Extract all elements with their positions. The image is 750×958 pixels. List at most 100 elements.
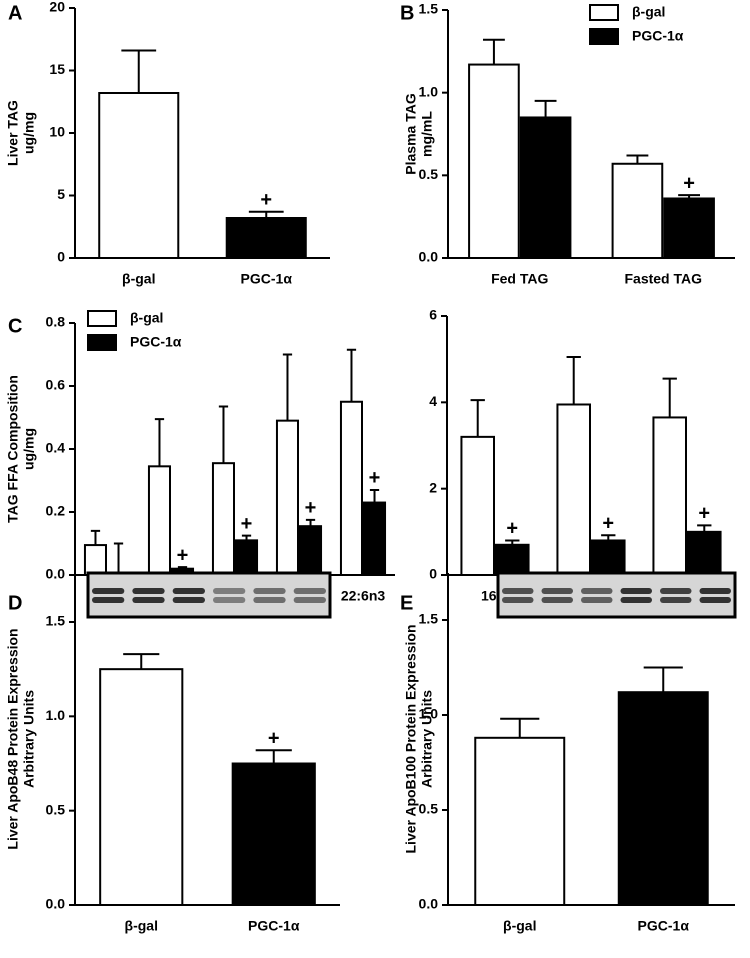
y-axis-label: Arbitrary Units (21, 690, 37, 788)
error-bar (255, 749, 292, 764)
bar (235, 539, 259, 576)
blot-band (541, 588, 573, 594)
significance-label: + (260, 189, 272, 211)
blot-band (253, 597, 286, 603)
y-tick-label: 1.0 (419, 83, 439, 99)
significance-label: + (177, 544, 189, 566)
blot-band (92, 588, 125, 594)
y-tick-label: 6 (429, 307, 437, 323)
significance-label: + (305, 497, 317, 519)
panel-label: E (400, 592, 413, 614)
bar (211, 462, 236, 576)
bar (231, 762, 316, 906)
y-tick-label: 0.2 (46, 503, 66, 519)
x-tick-label: β-gal (503, 918, 536, 934)
error-bar (346, 348, 357, 402)
blot-frame (496, 571, 737, 619)
y-tick-label: 1.5 (419, 611, 439, 627)
y-tick-label: 0.0 (419, 896, 439, 912)
error-bar (154, 418, 165, 467)
legend-label: β-gal (632, 4, 665, 20)
error-bar (470, 399, 485, 437)
blot-band (699, 597, 731, 603)
y-tick-label: 5 (57, 186, 65, 202)
bar (611, 162, 664, 259)
y-tick-label: 1.5 (419, 1, 439, 17)
y-tick-label: 0.0 (419, 249, 439, 265)
error-bar (369, 488, 380, 503)
x-tick-label: 22:6n3 (341, 588, 386, 604)
bar (617, 691, 709, 907)
legend-label: PGC-1α (632, 28, 684, 44)
y-axis-label: TAG FFA Composition (5, 375, 21, 523)
bar (147, 465, 172, 577)
error-bar (534, 99, 557, 118)
legend-label: β-gal (130, 310, 163, 326)
significance-label: + (506, 518, 518, 540)
bar (275, 419, 299, 576)
y-tick-label: 0.6 (46, 377, 66, 393)
y-axis-label: Arbitrary Units (419, 690, 435, 788)
error-bar (482, 38, 505, 65)
y-axis-label: mg/mL (419, 111, 435, 157)
x-tick-label: β-gal (122, 271, 155, 287)
y-axis-label: Liver ApoB48 Protein Expression (5, 628, 21, 849)
error-bar (662, 377, 677, 418)
blot-band (172, 588, 205, 594)
bar (663, 197, 715, 259)
blot-band (172, 597, 205, 603)
error-bar (218, 405, 229, 464)
bar (591, 539, 626, 577)
error-bar (626, 154, 649, 164)
error-bar (123, 653, 160, 670)
y-tick-label: 0.5 (419, 801, 439, 817)
error-bar (566, 356, 581, 405)
y-tick-label: 4 (429, 393, 437, 409)
bar (339, 400, 363, 576)
blot-band (581, 588, 613, 594)
blot-band (293, 597, 326, 603)
error-bar (90, 529, 101, 546)
panel-label: B (400, 2, 414, 24)
blot-band (213, 588, 246, 594)
bar (460, 435, 496, 576)
blot-band (620, 597, 652, 603)
blot-band (502, 588, 534, 594)
blot-band (699, 588, 731, 594)
y-tick-label: 20 (49, 0, 65, 15)
blot-band (581, 597, 613, 603)
x-tick-label: Fasted TAG (624, 271, 702, 287)
y-tick-label: 0 (429, 566, 437, 582)
bar (299, 525, 323, 576)
y-axis-label: ug/mg (21, 112, 37, 154)
y-axis-label: ug/mg (21, 428, 37, 470)
y-tick-label: 0 (57, 249, 65, 265)
bar (495, 543, 530, 576)
bar (98, 92, 180, 259)
y-tick-label: 2 (429, 479, 437, 495)
error-bar (500, 717, 540, 738)
bar (687, 530, 722, 576)
bar (468, 63, 520, 259)
significance-label: + (268, 728, 280, 750)
blot-band (213, 597, 246, 603)
legend-swatch (87, 334, 117, 351)
x-tick-label: β-gal (125, 918, 158, 934)
panel-label: C (8, 315, 22, 337)
legend-swatch (589, 28, 619, 45)
error-bar (121, 49, 157, 93)
error-bar (282, 353, 293, 421)
legend-swatch (87, 310, 117, 327)
significance-label: + (602, 513, 614, 535)
blot-band (660, 597, 692, 603)
y-tick-label: 0.0 (46, 896, 66, 912)
x-tick-label: PGC-1α (241, 271, 293, 287)
significance-label: + (241, 513, 253, 535)
bar (652, 416, 688, 577)
bar (99, 668, 184, 907)
x-tick-label: PGC-1α (248, 918, 300, 934)
bar (556, 403, 592, 576)
legend-label: PGC-1α (130, 334, 182, 350)
blot-band (620, 588, 652, 594)
